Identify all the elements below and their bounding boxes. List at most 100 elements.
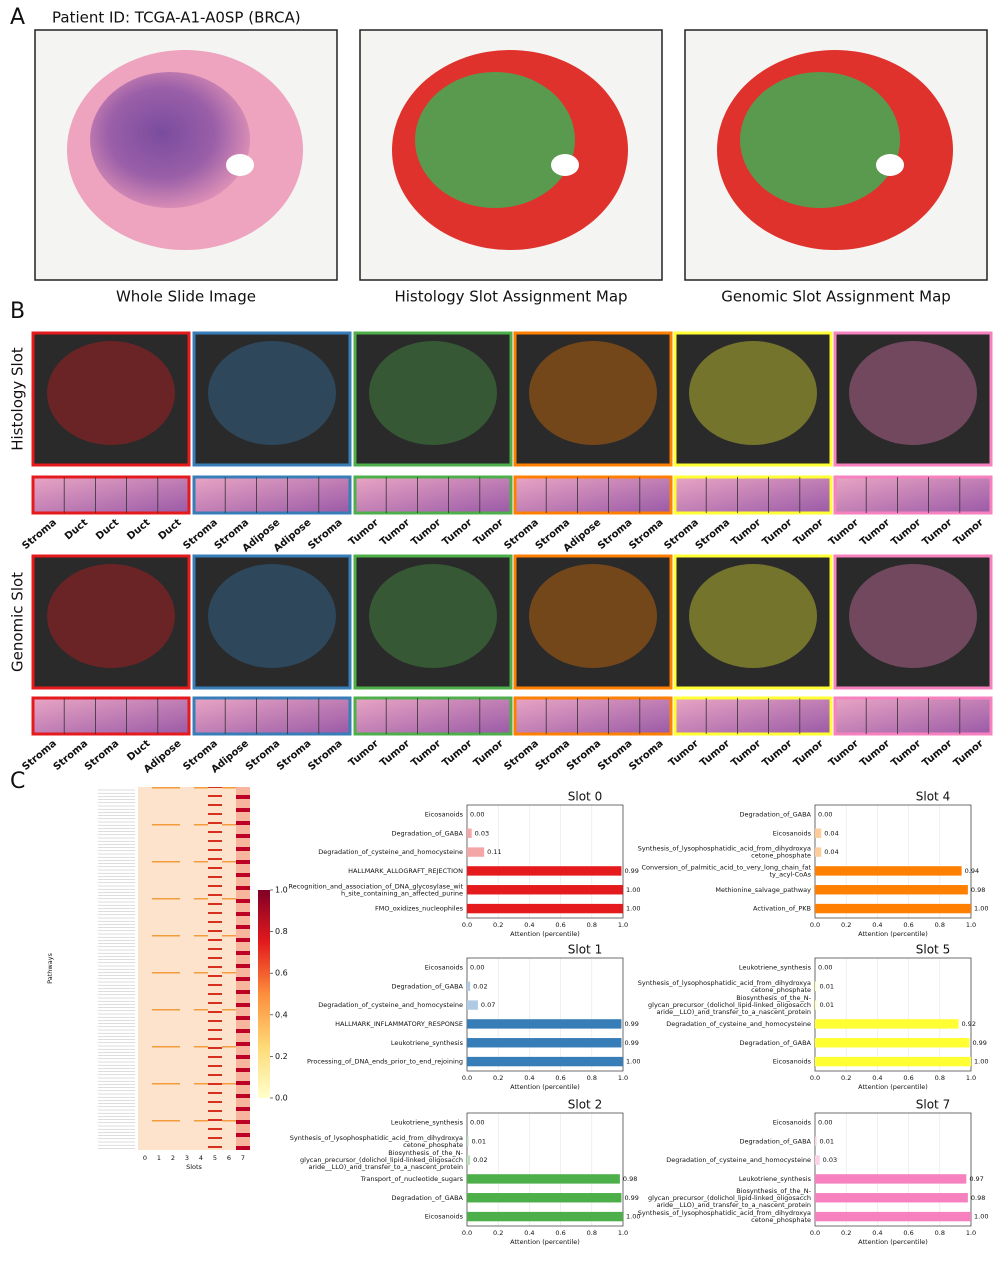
heatmap-column bbox=[194, 787, 208, 1150]
slot-map-tissue bbox=[47, 564, 175, 668]
x-axis-label: Slots bbox=[186, 1163, 202, 1171]
bar bbox=[815, 828, 822, 838]
slot-map bbox=[192, 331, 352, 467]
value-label: 0.02 bbox=[473, 1156, 487, 1164]
tile-label: Tumor bbox=[827, 517, 861, 548]
category-label: Degradation_of_GABA bbox=[392, 829, 464, 837]
bar bbox=[467, 1056, 623, 1067]
colorbar-tick-label: 1.0 bbox=[275, 886, 288, 895]
value-label: 0.98 bbox=[623, 1175, 637, 1183]
bar bbox=[467, 866, 622, 876]
value-label: 0.03 bbox=[475, 829, 489, 837]
x-tick-label: 1.0 bbox=[966, 1074, 976, 1082]
x-tick-label: 0.8 bbox=[587, 921, 597, 929]
value-label: 0.97 bbox=[969, 1175, 983, 1183]
tile-strip bbox=[31, 475, 191, 515]
tile-strip bbox=[192, 475, 352, 515]
x-tick-label: 0.4 bbox=[872, 1229, 882, 1237]
slot-map bbox=[673, 554, 833, 690]
bar bbox=[815, 1000, 817, 1010]
x-tick-label: 3 bbox=[185, 1154, 189, 1162]
tile-label: Tumor bbox=[378, 738, 412, 769]
value-label: 0.99 bbox=[624, 1039, 638, 1047]
category-label: Eicosanoids bbox=[425, 810, 464, 818]
bar bbox=[815, 1136, 817, 1146]
x-tick-label: 1.0 bbox=[618, 921, 628, 929]
bar bbox=[467, 847, 485, 857]
x-tick-label: 0.6 bbox=[555, 921, 565, 929]
category-label: Synthesis_of_lysophosphatidic_acid_from_… bbox=[290, 1134, 463, 1149]
heatmap-column bbox=[222, 787, 236, 1150]
lumen bbox=[551, 154, 579, 176]
x-tick-label: 0.2 bbox=[493, 921, 503, 929]
tile-label: Duct bbox=[125, 517, 152, 542]
slot-map bbox=[833, 331, 993, 467]
category-label: Eicosanoids bbox=[773, 829, 812, 837]
x-axis-label: Attention (percentile) bbox=[858, 1238, 928, 1246]
category-label: Degradation_of_cysteine_and_homocysteine bbox=[318, 1001, 463, 1009]
plot-frame bbox=[814, 804, 972, 919]
bar bbox=[467, 1193, 622, 1203]
plot-frame bbox=[814, 957, 972, 1072]
value-label: 0.07 bbox=[481, 1001, 495, 1009]
bar bbox=[815, 1056, 971, 1067]
tile-label: Stroma bbox=[20, 517, 58, 552]
slot-map-tissue bbox=[689, 341, 817, 445]
x-tick-label: 0.2 bbox=[841, 1229, 851, 1237]
tile-label: Stroma bbox=[83, 738, 121, 773]
heatmap-column bbox=[208, 787, 222, 1150]
value-label: 0.98 bbox=[971, 1194, 985, 1202]
tile-strip bbox=[353, 475, 513, 515]
tile-label: Tumor bbox=[761, 517, 795, 548]
tile-label: Stroma bbox=[306, 517, 344, 552]
tile-label: Tumor bbox=[409, 517, 443, 548]
tile-label: Tumor bbox=[347, 517, 381, 548]
tile-label: Tumor bbox=[441, 517, 475, 548]
category-label: Synthesis_of_lysophosphatidic_acid_from_… bbox=[638, 845, 811, 860]
slot-map-tissue bbox=[369, 564, 497, 668]
tile-strip bbox=[833, 696, 993, 736]
slot-map-tissue bbox=[208, 341, 336, 445]
bar bbox=[815, 866, 962, 876]
row-label: Histology Slot bbox=[9, 347, 27, 451]
tile-label: Duct bbox=[63, 517, 90, 542]
colorbar-tick-label: 0.8 bbox=[275, 927, 288, 936]
x-tick-label: 5 bbox=[213, 1154, 217, 1162]
tile-label: Tumor bbox=[921, 738, 955, 769]
value-label: 0.02 bbox=[473, 982, 487, 990]
category-label: Degradation_of_GABA bbox=[392, 982, 464, 990]
bar bbox=[815, 885, 968, 895]
x-axis-label: Attention (percentile) bbox=[510, 1238, 580, 1246]
panel-letter: A bbox=[10, 5, 25, 30]
slot-map bbox=[673, 331, 833, 467]
heatmap-column bbox=[166, 787, 180, 1150]
x-tick-label: 0.0 bbox=[462, 1074, 472, 1082]
image-caption: Histology Slot Assignment Map bbox=[394, 288, 627, 306]
slot-map bbox=[31, 331, 191, 467]
tile-label: Duct bbox=[157, 517, 184, 542]
x-axis-label: Attention (percentile) bbox=[510, 930, 580, 938]
value-label: 0.94 bbox=[965, 867, 979, 875]
slot-map-tissue bbox=[529, 564, 657, 668]
image-caption: Whole Slide Image bbox=[116, 288, 256, 306]
tile-label: Tumor bbox=[667, 738, 701, 769]
tile-label: Tumor bbox=[889, 738, 923, 769]
value-label: 0.00 bbox=[818, 810, 832, 818]
value-label: 0.00 bbox=[818, 1118, 832, 1126]
colorbar bbox=[258, 890, 270, 1098]
slot-map bbox=[513, 331, 673, 467]
x-tick-label: 0.4 bbox=[524, 921, 534, 929]
tile-label: Stroma bbox=[627, 738, 665, 773]
plot-frame bbox=[814, 1112, 972, 1227]
value-label: 0.00 bbox=[470, 963, 484, 971]
chart-title: Slot 4 bbox=[916, 790, 950, 804]
x-tick-label: 0.4 bbox=[872, 1074, 882, 1082]
panel-letter: C bbox=[10, 769, 25, 794]
tile-label: Tumor bbox=[441, 738, 475, 769]
value-label: 0.01 bbox=[820, 982, 834, 990]
image-caption: Genomic Slot Assignment Map bbox=[721, 288, 951, 306]
x-tick-label: 0.0 bbox=[462, 921, 472, 929]
chart-title: Slot 0 bbox=[568, 790, 602, 804]
chart-title: Slot 7 bbox=[916, 1098, 950, 1112]
